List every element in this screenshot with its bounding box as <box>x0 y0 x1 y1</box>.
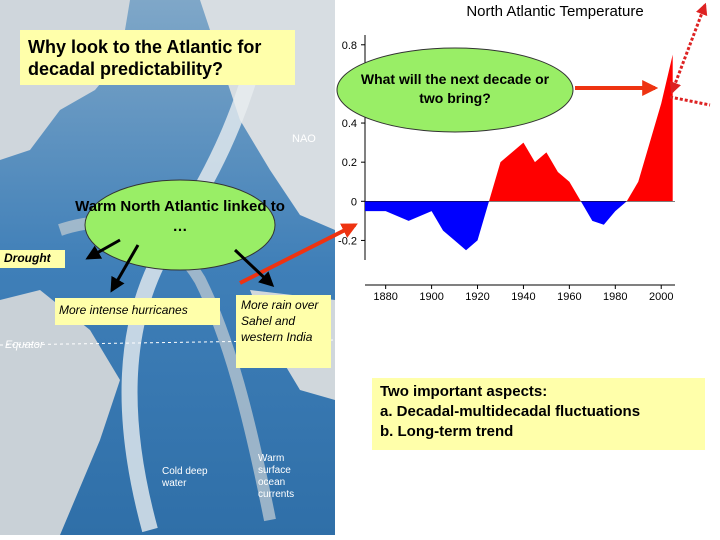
x-tick-label: 1960 <box>557 291 581 303</box>
x-tick-label: 1880 <box>373 291 397 303</box>
map-label-wrap: Warm surface ocean currents <box>258 453 295 500</box>
map-label: Warm surface ocean currents <box>258 453 295 500</box>
y-tick-label: 0.2 <box>342 157 357 169</box>
x-tick-label: 1980 <box>603 291 627 303</box>
y-tick-label: 0 <box>351 196 357 208</box>
y-tick-label: 0.4 <box>342 118 357 130</box>
y-tick-label: 0.8 <box>342 40 357 52</box>
map-land <box>0 290 120 535</box>
arrow <box>85 238 121 260</box>
hurricanes-label: More intense hurricanes <box>55 298 220 325</box>
map-label: Equator <box>5 339 45 351</box>
x-tick-label: 1920 <box>465 291 489 303</box>
oval <box>84 179 276 271</box>
arrow <box>669 95 711 107</box>
chart-title: North Atlantic Temperature <box>466 3 643 20</box>
map-label: NAO <box>292 133 316 145</box>
aspects-item: b. Long-term trend <box>380 423 514 440</box>
x-tick-label: 1940 <box>511 291 535 303</box>
question-box: Why look to the Atlantic for decadal pre… <box>20 30 295 85</box>
drought-label: Drought <box>0 250 65 268</box>
oval-text: Warm North Atlantic linked to … <box>75 198 285 235</box>
map-label-wrap: Cold deep water <box>162 466 208 489</box>
arrow <box>669 2 708 95</box>
aspects-heading: Two important aspects: <box>380 383 548 400</box>
aspects-item: a. Decadal-multidecadal fluctuations <box>380 403 641 420</box>
equator-line <box>0 339 336 346</box>
temperature-chart: -0.2 0 0.2 0.4 0.8 1880 1900 1920 1940 1960 1980 20… <box>338 35 675 303</box>
arrow <box>233 248 275 288</box>
rain-label: More rain over Sahel and western India <box>236 295 331 368</box>
x-tick-label: 2000 <box>649 291 673 303</box>
arrow <box>110 244 140 293</box>
aspects-box: Two important aspects: a. Decadal-multid… <box>372 378 705 450</box>
oval-text: What will the next decade or two bring? <box>360 71 550 106</box>
x-tick-label: 1900 <box>419 291 443 303</box>
oval <box>336 47 574 133</box>
y-tick-label: -0.2 <box>338 235 357 247</box>
map-label: Cold deep water <box>162 466 208 489</box>
